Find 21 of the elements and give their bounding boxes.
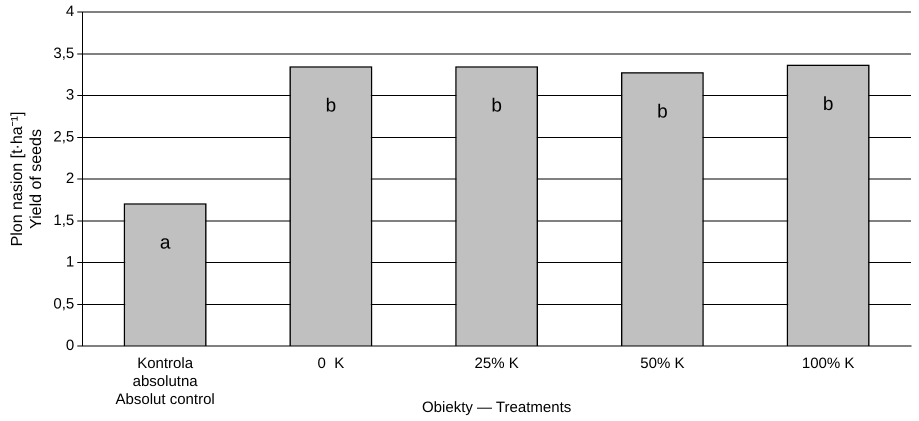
y-tick-label: 1 — [66, 254, 74, 271]
y-tick-label: 4 — [66, 3, 74, 20]
x-tick-label: 0 K — [318, 355, 344, 372]
y-axis-title: Plon nasion [t·ha⁻¹] Yield of seeds — [9, 112, 46, 246]
x-tick-label: Kontrola absolutna Absolut control — [116, 355, 215, 408]
annotation: b — [326, 96, 336, 117]
x-tick-label: 25% K — [474, 355, 519, 372]
y-tick-label: 0,5 — [53, 295, 74, 312]
y-tick-label: 2 — [66, 170, 74, 188]
y-tick-label: 2,5 — [53, 128, 74, 146]
annotation: b — [657, 101, 668, 122]
annotation: b — [822, 94, 834, 115]
x-tick-label: 50% K — [640, 355, 684, 372]
annotation: b — [491, 96, 502, 117]
y-tick-label: 3,5 — [53, 44, 74, 62]
x-axis-title: Obiekty — Treatments — [422, 399, 572, 416]
y-tick-label: 0 — [66, 337, 74, 354]
y-tick-label: 1,5 — [53, 212, 74, 229]
y-tick-label: 3 — [66, 86, 74, 104]
annotation: a — [160, 232, 171, 254]
x-tick-label: 100% K — [802, 355, 854, 372]
